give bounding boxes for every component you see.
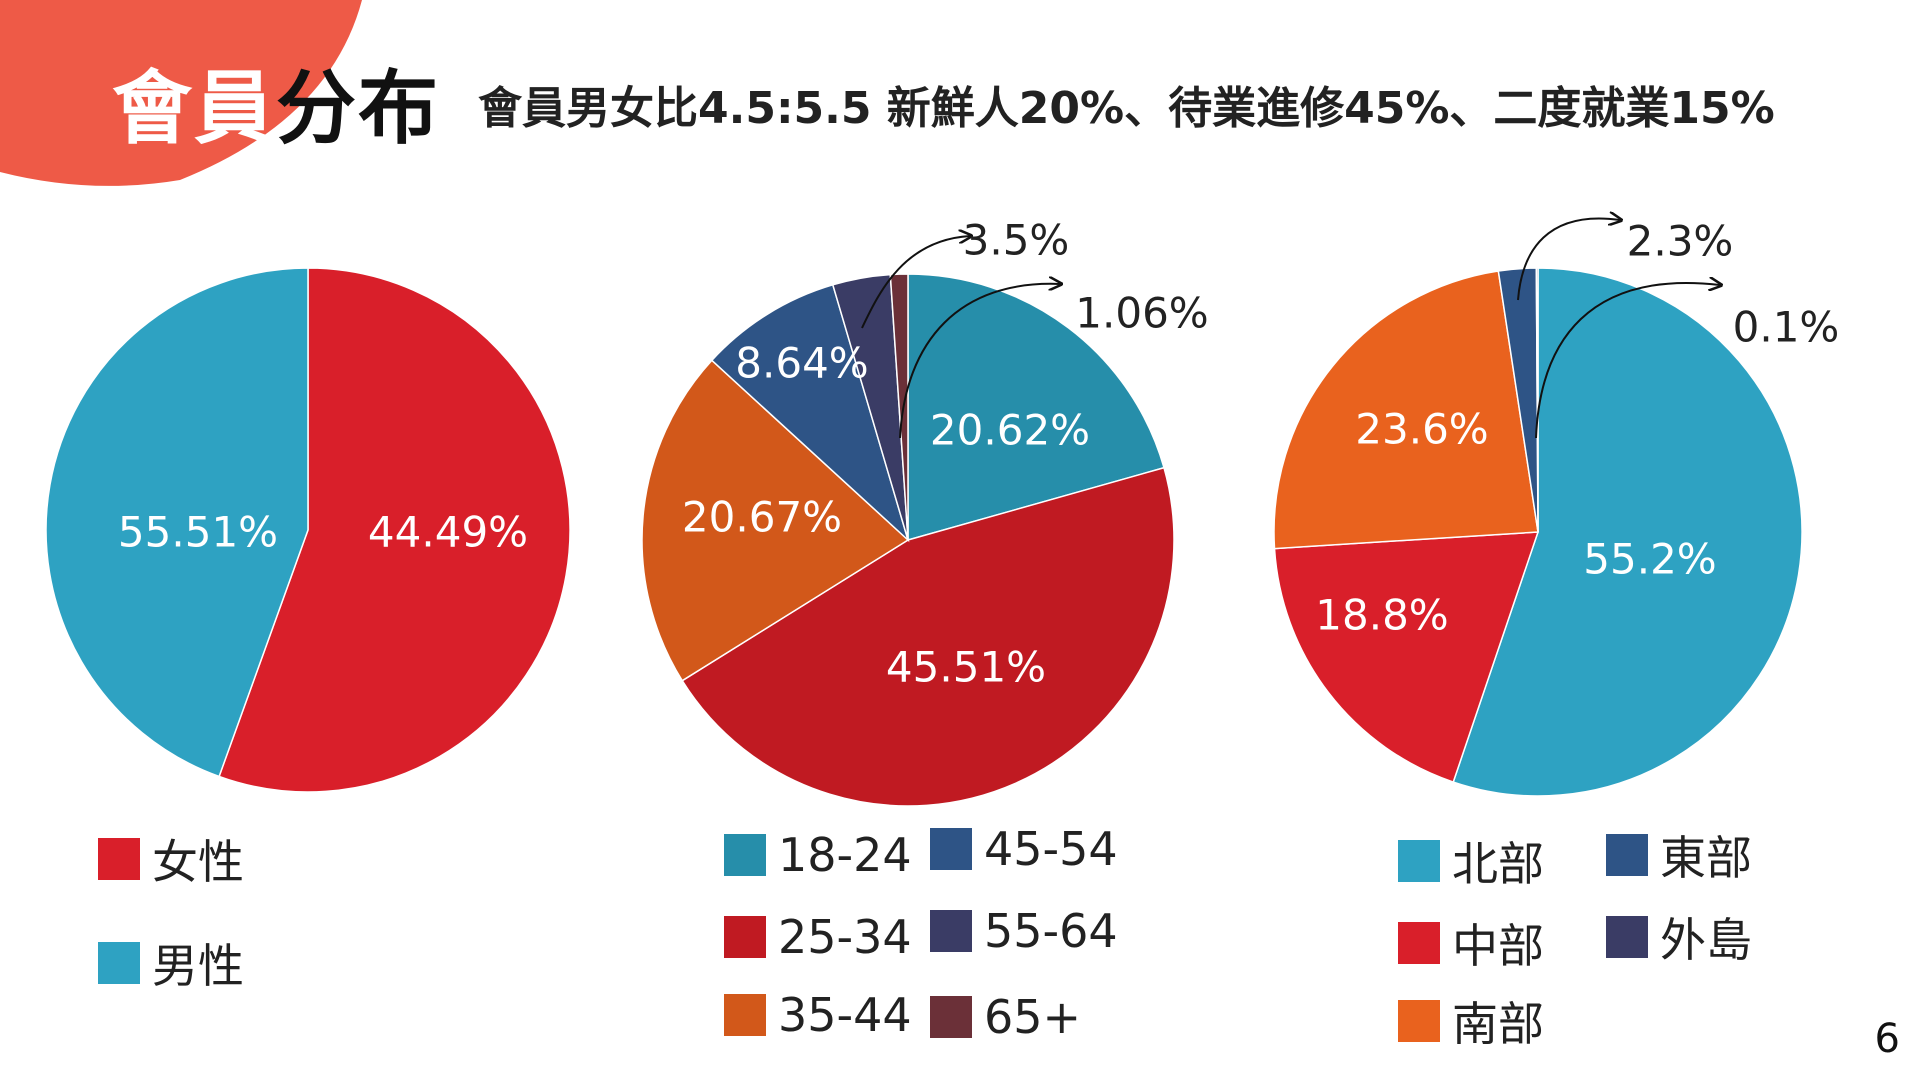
legend-swatch-south [1398,1000,1440,1042]
legend-label-age-18-24: 18-24 [778,828,912,882]
pie-slice-2-6 [889,273,909,541]
pie-slice-2-4 [710,283,910,543]
leader-arrow-2-2 [899,284,1060,439]
legend-swatch-age-65-plus [930,996,972,1038]
legend-item-central: 中部 [1398,910,1544,976]
legend-item-north: 北部 [1398,828,1544,894]
pie-slice-3-2 [1273,531,1540,783]
legend-item-south: 南部 [1398,988,1544,1054]
legend-item-east: 東部 [1606,822,1752,888]
legend-swatch-age-18-24 [724,834,766,876]
pie-slice-2-2 [681,466,1175,807]
data-label-3-1: 55.2% [1583,535,1716,584]
leader-arrow-2-1 [861,236,970,329]
page-title: 會員 分布 [112,44,440,160]
legend-swatch-age-35-44 [724,994,766,1036]
pie-slice-3-5 [1535,267,1539,533]
pie-slice-3-3 [1273,270,1539,550]
leader-arrow-3-2 [1535,283,1720,439]
leader-arrow-3-1 [1517,218,1620,301]
legend-item-age-35-44: 35-44 [724,988,912,1042]
legend-item-age-45-54: 45-54 [930,822,1118,876]
data-label-2-1: 20.62% [930,406,1090,455]
legend-label-age-25-34: 25-34 [778,910,912,964]
legend-label-islands: 外島 [1660,913,1752,967]
legend-swatch-east [1606,834,1648,876]
page-title-part1: 會員 [112,62,276,155]
pie-slice-1-1 [218,267,571,793]
data-label-3-5: 0.1% [1733,303,1840,352]
legend-label-east: 東部 [1660,831,1752,885]
legend-label-age-55-64: 55-64 [984,904,1118,958]
pie-chart-1: 55.51% 44.49% [45,267,571,793]
legend-item-islands: 外島 [1606,904,1752,970]
corner-decoration [0,0,362,186]
legend-item-age-25-34: 25-34 [724,910,912,964]
legend-swatch-north [1398,840,1440,882]
legend-swatch-central [1398,922,1440,964]
legend-label-female: 女性 [152,835,244,889]
pie-slice-2-1 [907,273,1165,541]
data-label-1-1: 55.51% [118,508,278,557]
data-label-1-2: 44.49% [368,508,528,557]
legend-label-north: 北部 [1452,837,1544,891]
pie-slice-1-2 [45,267,309,778]
legend-label-age-35-44: 35-44 [778,988,912,1042]
data-label-2-4: 8.64% [735,339,868,388]
legend-item-male: 男性 [98,930,244,996]
legend-swatch-female [98,838,140,880]
data-label-2-3: 20.67% [682,493,842,542]
pie-chart-3: 55.2% 18.8% 23.6% 2.3% 0.1% [1273,217,1840,797]
data-label-2-5: 3.5% [963,216,1070,265]
legend-label-central: 中部 [1452,919,1544,973]
page-number: 6 [1874,1016,1900,1062]
legend-item-age-18-24: 18-24 [724,828,912,882]
legend-item-female: 女性 [98,826,244,892]
data-label-3-4: 2.3% [1627,217,1734,266]
pie-slice-2-3 [641,359,910,682]
legend-swatch-age-25-34 [724,916,766,958]
data-label-2-2: 45.51% [886,643,1046,692]
data-label-2-6: 1.06% [1075,289,1208,338]
legend-label-age-65-plus: 65+ [984,990,1082,1044]
legend-swatch-age-45-54 [930,828,972,870]
legend-item-age-65-plus: 65+ [930,990,1081,1044]
legend-item-age-55-64: 55-64 [930,904,1118,958]
data-label-3-2: 18.8% [1315,591,1448,640]
legend-swatch-islands [1606,916,1648,958]
pie-chart-2: 20.62% 45.51% 20.67% 8.64% 3.5%1.06% [641,216,1209,807]
legend-label-south: 南部 [1452,997,1544,1051]
legend-swatch-male [98,942,140,984]
page-title-part2: 分布 [276,62,440,155]
legend-label-male: 男性 [152,939,244,993]
page-subtitle: 會員男女比4.5:5.5 新鮮人20%、待業進修45%、二度就業15% [478,83,1775,134]
legend-label-age-45-54: 45-54 [984,822,1118,876]
data-label-3-3: 23.6% [1355,405,1488,454]
legend-swatch-age-55-64 [930,910,972,952]
